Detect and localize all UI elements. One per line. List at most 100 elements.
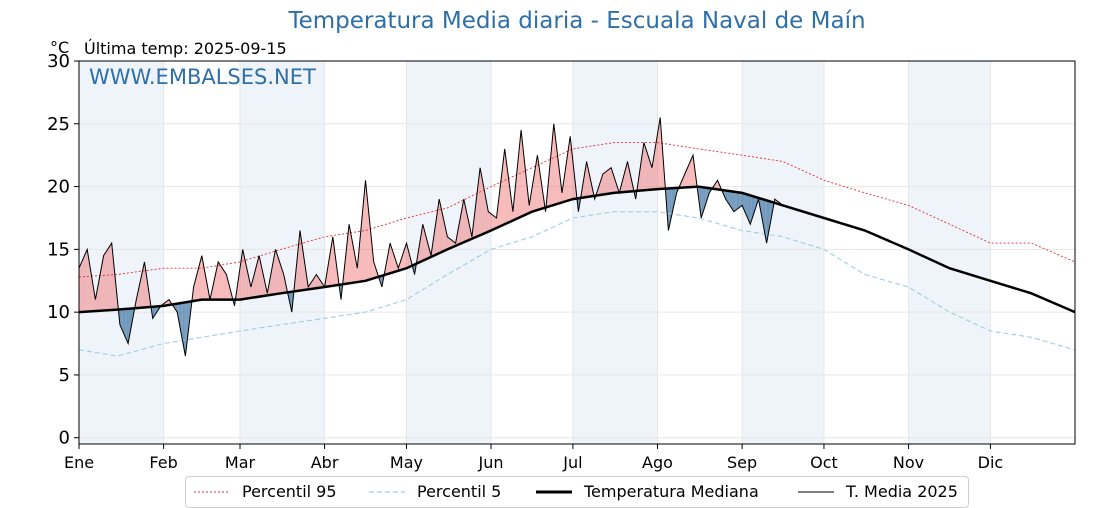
above-median-fill (436, 208, 438, 255)
above-median-fill (495, 216, 497, 229)
below-median-fill (130, 308, 133, 329)
above-median-fill (391, 247, 393, 273)
below-median-fill (739, 192, 741, 208)
above-median-fill (501, 160, 504, 226)
y-tick-label: 0 (59, 428, 70, 449)
below-median-fill (668, 188, 670, 231)
above-median-fill (461, 206, 463, 244)
above-median-fill (272, 256, 275, 295)
legend-label-p5: Percentil 5 (417, 482, 502, 501)
above-median-fill (492, 214, 494, 230)
below-median-fill (729, 191, 732, 208)
above-median-fill (602, 172, 605, 195)
above-median-fill (403, 247, 406, 270)
below-median-fill (724, 190, 726, 200)
above-median-fill (607, 169, 609, 194)
above-median-fill (518, 143, 520, 218)
above-median-fill (441, 211, 444, 252)
x-tick-label: Jun (478, 453, 504, 472)
above-median-fill (686, 167, 688, 188)
above-median-fill (642, 142, 644, 191)
y-axis-unit: °C (50, 38, 70, 57)
below-median-fill (673, 187, 676, 206)
above-median-fill (106, 249, 108, 311)
below-median-fill (727, 190, 729, 204)
below-median-fill (744, 193, 747, 215)
below-median-fill (671, 188, 673, 218)
below-median-fill (736, 192, 738, 210)
above-median-fill (409, 253, 411, 267)
above-median-fill (81, 258, 84, 312)
above-median-fill (88, 257, 90, 312)
above-median-fill (439, 199, 441, 254)
below-median-fill (748, 194, 751, 225)
above-median-fill (447, 236, 449, 250)
below-median-fill (182, 302, 185, 349)
above-median-fill (114, 270, 116, 310)
above-median-fill (643, 142, 646, 191)
series-line-percentil-95 (78, 142, 1076, 278)
below-median-fill (728, 190, 730, 206)
above-median-fill (395, 259, 397, 272)
above-median-fill (104, 251, 107, 311)
x-tick-label: Mar (225, 453, 256, 472)
below-median-fill (181, 302, 183, 342)
above-median-fill (355, 260, 358, 283)
legend: Percentil 95 Percentil 5 Temperatura Med… (185, 476, 969, 508)
above-median-fill (510, 190, 512, 222)
above-median-fill (507, 169, 509, 223)
above-median-fill (465, 205, 467, 242)
above-median-fill (568, 136, 571, 201)
above-median-fill (83, 255, 85, 312)
above-median-fill (556, 146, 558, 205)
above-median-fill (645, 146, 647, 191)
above-median-fill (691, 155, 693, 187)
above-median-fill (313, 276, 316, 289)
above-median-fill (358, 238, 361, 282)
above-median-fill (548, 167, 550, 207)
above-median-fill (661, 136, 663, 189)
above-median-fill (392, 251, 395, 273)
above-median-fill (567, 145, 569, 201)
above-median-fill (608, 168, 610, 194)
month-band (239, 61, 325, 444)
above-median-fill (87, 249, 89, 312)
above-median-fill (477, 179, 479, 237)
above-median-fill (261, 268, 264, 297)
above-median-fill (684, 170, 687, 188)
above-median-fill (536, 155, 538, 211)
above-median-fill (205, 277, 208, 300)
above-median-fill (526, 180, 528, 215)
below-median-fill (755, 197, 758, 208)
above-median-fill (100, 262, 103, 311)
below-median-fill (152, 306, 155, 319)
above-median-fill (484, 189, 486, 234)
below-median-fill (126, 308, 129, 344)
below-median-fill (737, 192, 740, 209)
above-median-fill (440, 205, 442, 253)
above-median-fill (111, 243, 114, 310)
below-median-fill (380, 275, 382, 288)
above-median-fill (538, 164, 541, 210)
above-median-fill (424, 229, 426, 261)
y-tick-label: 30 (47, 51, 70, 72)
above-median-fill (500, 171, 502, 227)
above-median-fill (301, 239, 303, 291)
below-median-fill (128, 308, 130, 344)
above-median-fill (216, 261, 219, 300)
above-median-fill (241, 249, 243, 300)
below-median-fill (751, 195, 754, 221)
above-median-fill (658, 117, 661, 190)
legend-label-p95: Percentil 95 (242, 482, 337, 501)
above-median-fill (551, 138, 553, 206)
above-median-fill (351, 238, 354, 283)
x-tick-label: Nov (893, 453, 924, 472)
above-median-fill (533, 171, 535, 212)
above-median-fill (463, 199, 466, 243)
above-median-fill (605, 170, 608, 195)
below-median-fill (735, 191, 737, 211)
above-median-fill (534, 163, 537, 211)
above-median-fill (553, 123, 556, 205)
above-median-fill (462, 199, 464, 243)
above-median-fill (519, 130, 522, 218)
